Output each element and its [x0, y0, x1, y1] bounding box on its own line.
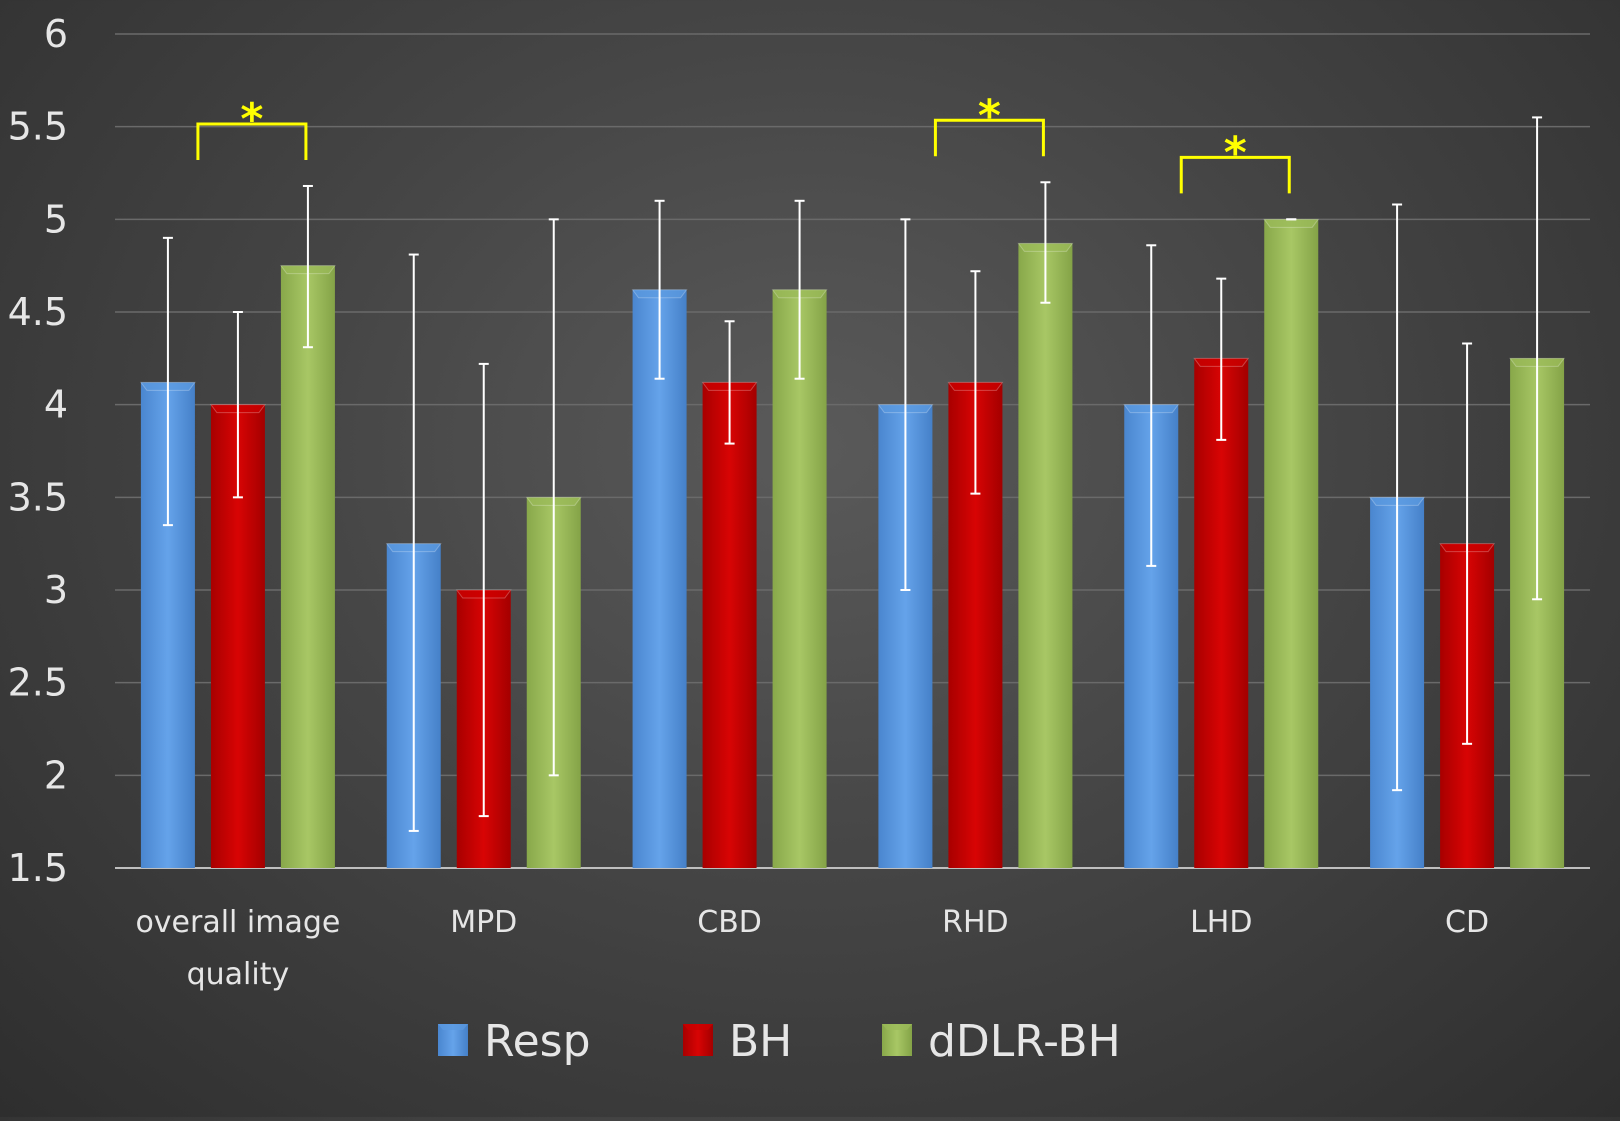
error-bar [478, 362, 489, 818]
significance-bracket: * [933, 90, 1045, 157]
error-bar [970, 270, 981, 495]
significance-bracket: * [1179, 127, 1291, 194]
x-tick-label: CD [1445, 905, 1489, 940]
error-bar [232, 311, 243, 499]
y-tick-label: 5 [44, 197, 68, 241]
y-tick-label: 5.5 [8, 105, 68, 149]
gridlines [115, 33, 1590, 869]
y-tick-label: 2.5 [8, 661, 68, 705]
significance-bracket: * [196, 94, 308, 160]
significance-star: * [978, 90, 1001, 141]
bar-body [632, 289, 687, 868]
x-axis-labels: overall image quality MPD CBD RHD LHD CD [135, 905, 1489, 992]
x-tick-label: MPD [450, 905, 517, 940]
legend-label: dDLR-BH [928, 1016, 1121, 1067]
x-tick-label: CBD [697, 905, 762, 940]
bar-body [772, 289, 827, 868]
error-bar [1532, 116, 1543, 601]
bar-body [280, 265, 335, 869]
error-bar [1040, 181, 1051, 304]
legend-item-resp: Resp [438, 1016, 591, 1067]
error-bar [900, 218, 911, 591]
legend-label: Resp [484, 1016, 591, 1067]
y-axis-ticks: 1.5 2 2.5 3 3.5 4 4.5 5 5.5 6 [8, 12, 68, 890]
significance-star: * [240, 94, 263, 145]
significance-markers: * * * [196, 90, 1291, 194]
error-bars [162, 116, 1543, 832]
error-bar [1392, 203, 1403, 792]
significance-star: * [1224, 127, 1247, 178]
bar-body [1264, 219, 1319, 869]
x-tick-label: overall image quality [135, 905, 340, 992]
error-bar [724, 320, 735, 445]
y-tick-label: 2 [44, 753, 68, 797]
bar-bh [701, 381, 758, 868]
error-bar [1462, 342, 1473, 745]
error-bar [654, 199, 665, 380]
legend: Resp BH dDLR-BH [438, 1016, 1121, 1067]
x-tick-label: LHD [1190, 905, 1252, 940]
error-bar [794, 199, 805, 380]
bar-ddlr-bh [1017, 242, 1074, 869]
legend-item-ddlr-bh: dDLR-BH [882, 1016, 1121, 1067]
error-bar [162, 236, 173, 527]
y-tick-label: 3 [44, 568, 68, 612]
y-tick-label: 6 [44, 12, 68, 56]
bar-ddlr-bh [1263, 218, 1320, 869]
bar-body [702, 382, 757, 868]
bar-ddlr-bh [279, 265, 336, 869]
bracket-line [196, 122, 308, 160]
bar-bevel [1263, 218, 1320, 228]
error-bar [302, 184, 313, 349]
bar-body [1018, 243, 1073, 869]
error-bar [548, 218, 559, 777]
error-bar [408, 253, 419, 832]
bar-bh [1193, 357, 1250, 868]
bracket-line [933, 118, 1045, 157]
error-bar [1146, 244, 1157, 567]
y-tick-label: 3.5 [8, 475, 68, 519]
bars [139, 218, 1566, 869]
legend-item-bh: BH [683, 1016, 792, 1067]
error-bar [1216, 277, 1227, 441]
legend-label: BH [729, 1016, 792, 1067]
y-tick-label: 4 [44, 383, 68, 427]
y-tick-label: 1.5 [8, 846, 68, 890]
x-tick-label: RHD [942, 905, 1009, 940]
bar-body [1194, 358, 1249, 868]
bracket-line [1179, 155, 1291, 194]
y-tick-label: 4.5 [8, 290, 68, 334]
bar-ddlr-bh [771, 289, 828, 868]
